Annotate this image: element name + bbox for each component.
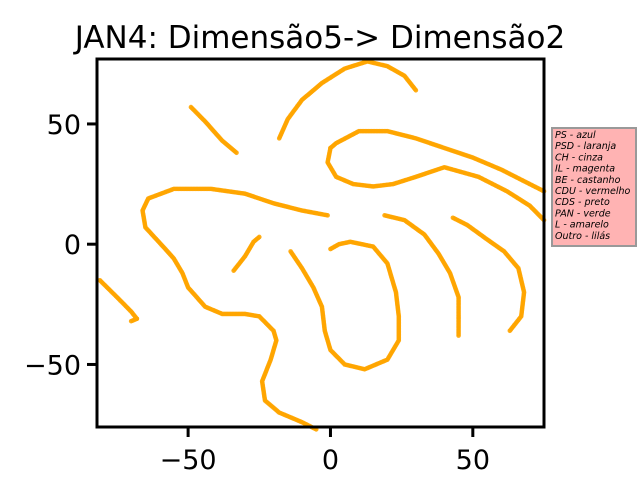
chart-title: JAN4: Dimensão5-> Dimensão2 — [73, 20, 566, 56]
x-tick-label: 50 — [456, 445, 490, 476]
data-point — [256, 234, 262, 240]
legend-entry: IL - magenta — [555, 164, 615, 175]
legend-box — [551, 127, 637, 247]
data-point — [328, 246, 333, 252]
data-point — [413, 87, 419, 93]
legend-entry: CH - cinza — [555, 152, 603, 163]
x-tick-label: 0 — [322, 445, 339, 476]
data-point — [456, 333, 461, 338]
legend-entry: BE - castanho — [555, 175, 621, 186]
y-tick-label: −50 — [24, 350, 81, 381]
legend-entry: L - amarelo — [555, 220, 609, 231]
legend-entry: Outro - lilás — [555, 231, 610, 242]
legend-entry: CDU - vermelho — [555, 186, 631, 197]
y-axis: −50 0 50 — [24, 110, 97, 381]
y-tick-label: 0 — [64, 230, 81, 261]
data-point — [507, 328, 513, 334]
x-tick-label: −50 — [160, 445, 217, 476]
data-point — [234, 150, 239, 156]
legend-entry: PSD - laranja — [555, 141, 616, 152]
data-point — [128, 318, 134, 324]
legend-entry: CDS - preto — [555, 197, 610, 208]
data-points — [97, 59, 547, 432]
y-tick-label: 50 — [47, 110, 81, 141]
plot-frame — [95, 57, 546, 429]
legend-entry: PAN - verde — [555, 208, 611, 219]
legend-entry: PS - azul — [555, 130, 596, 141]
x-axis: −50 0 50 — [160, 427, 490, 476]
